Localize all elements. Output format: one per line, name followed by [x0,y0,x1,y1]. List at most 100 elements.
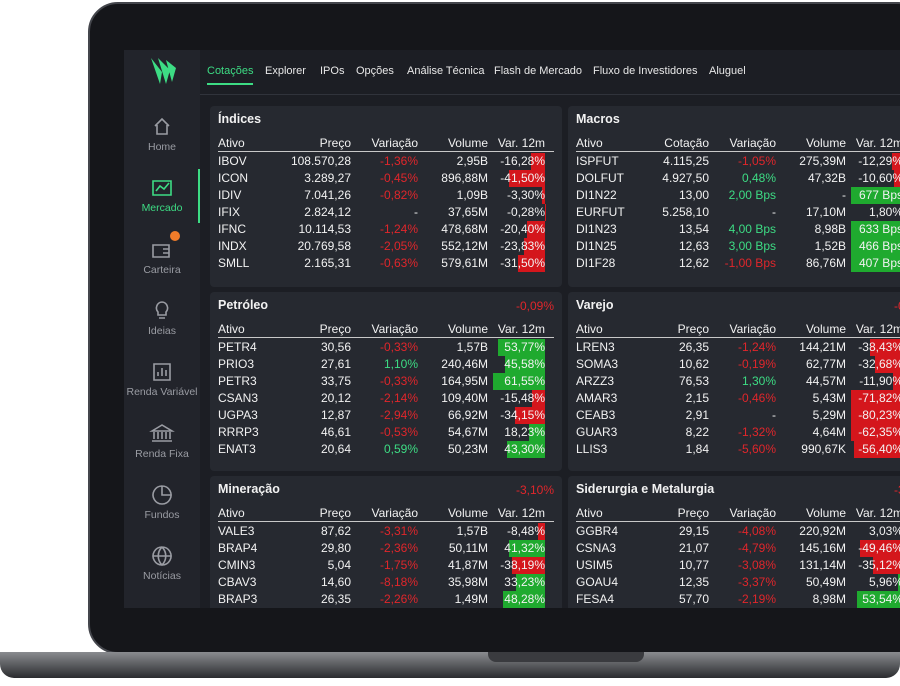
var-12m-bar [530,153,545,170]
top-nav-item[interactable]: Opções [356,65,394,77]
quote-cell: 2.824,12 [304,205,351,219]
quote-cell: -20,40% [500,222,545,236]
quote-cell: 4,64M [812,425,846,439]
ticker[interactable]: PETR4 [218,340,257,354]
quote-cell: 86,76M [805,256,846,270]
quote-cell: 633 Bps [858,222,900,236]
panel-title: Mineração [218,482,280,496]
ticker[interactable]: ARZZ3 [576,374,615,388]
ticker[interactable]: CSNA3 [576,541,617,555]
ticker[interactable]: LREN3 [576,340,615,354]
sidebar-item[interactable]: Notícias [143,570,181,583]
quote-cell: 29,80 [320,541,351,555]
ticker[interactable]: BRAP3 [218,592,258,606]
sidebar-item[interactable]: Carteira [143,263,181,276]
quote-cell: -38,43% [858,340,900,354]
ticker[interactable]: BRAP4 [218,541,258,555]
ticker[interactable]: EURFUT [576,205,625,219]
quote-cell: 62,77M [805,357,846,371]
ticker[interactable]: CBAV3 [218,575,257,589]
quote-cell: -2,14% [379,391,418,405]
quote-cell: 13,00 [678,188,709,202]
ticker[interactable]: GOAU4 [576,575,619,589]
quote-cell: -3,37% [737,575,776,589]
top-nav-item[interactable]: Análise Técnica [407,65,485,77]
sidebar-item[interactable]: Renda Variável [126,386,198,399]
ticker[interactable]: ISPFUT [576,154,619,168]
sidebar-icon [153,363,171,381]
quote-cell: -0,28% [506,205,545,219]
quote-cell: -35,12% [858,558,900,572]
top-nav-item[interactable]: Aluguel [709,65,746,77]
ticker[interactable]: LLIS3 [576,442,608,456]
var-12m-bar [515,407,545,424]
panel-title: Índices [218,112,262,126]
panel: Siderurgia e Metalurgia -3,57% Ativo Preço V… [568,476,900,608]
column-header: Variação [729,322,776,336]
quote-cell: 1,52B [814,239,846,253]
sidebar-item[interactable]: Home [147,141,176,153]
ticker[interactable]: CSAN3 [218,391,259,405]
quote-cell: 5,43M [812,391,846,405]
quote-cell: 41,32% [504,541,545,555]
ticker[interactable]: DI1N23 [576,222,617,236]
ticker[interactable]: IFIX [218,205,241,219]
top-nav-item[interactable]: Cotações [207,65,254,77]
ticker[interactable]: CMIN3 [218,558,256,572]
quote-cell: - [414,205,418,219]
column-header: Var. 12m [855,322,900,336]
ticker[interactable]: GUAR3 [576,425,618,439]
var-12m-bar [511,557,545,574]
ticker[interactable]: DI1N25 [576,239,617,253]
var-12m-bar [851,424,900,441]
sidebar-item[interactable]: Fundos [144,508,180,521]
ticker[interactable]: IDIV [218,188,242,202]
top-nav-item[interactable]: Flash de Mercado [494,65,583,77]
sidebar-item[interactable]: Ideias [147,324,177,337]
ticker[interactable]: INDX [218,239,247,253]
ticker[interactable]: UGPA3 [218,408,258,422]
quote-cell: 2,00 Bps [728,188,776,202]
header-rule [218,521,554,522]
quote-cell: 10,62 [678,357,709,371]
top-nav-item[interactable]: Explorer [265,65,306,77]
top-nav-item[interactable]: IPOs [320,65,345,77]
var-12m-bar [856,591,900,608]
quote-cell: 4,00 Bps [728,222,776,236]
ticker[interactable]: ICON [218,171,248,185]
ticker[interactable]: FESA4 [576,592,615,606]
quote-cell: 2,95B [456,154,488,168]
ticker[interactable]: GGBR4 [576,524,619,538]
quote-cell: 10,77 [678,558,709,572]
ticker[interactable]: IBOV [218,154,247,168]
ticker[interactable]: ENAT3 [218,442,256,456]
quote-cell: 48,28% [504,592,545,606]
ticker[interactable]: CEAB3 [576,408,616,422]
sidebar-icon [152,546,172,567]
ticker[interactable]: USIM5 [576,558,613,572]
ticker[interactable]: DI1F28 [576,256,616,270]
ticker[interactable]: SOMA3 [576,357,619,371]
sidebar-item[interactable]: Renda Fixa [135,447,189,460]
ticker[interactable]: IFNC [218,222,246,236]
quote-cell: -3,31% [379,524,418,538]
quote-cell: 54,67M [447,425,488,439]
panel-badge: -3,10% [515,483,554,497]
quote-cell: -11,90% [859,374,900,388]
var-12m-bar [869,339,900,356]
ticker[interactable]: RRRP3 [218,425,259,439]
ticker[interactable]: PRIO3 [218,357,255,371]
quote-cell: 53,54% [862,592,900,606]
var-12m-bar [529,424,545,441]
var-12m-bar [854,441,900,458]
ticker[interactable]: DOLFUT [576,171,624,185]
sidebar-item[interactable]: Mercado [141,202,183,215]
ticker[interactable]: SMLL [218,256,250,270]
quote-cell: 87,62 [320,524,351,538]
top-nav-item[interactable]: Fluxo de Investidores [593,65,698,77]
quote-cell: - [842,188,846,202]
ticker[interactable]: AMAR3 [576,391,618,405]
ticker[interactable]: PETR3 [218,374,257,388]
ticker[interactable]: DI1N22 [576,188,617,202]
ticker[interactable]: VALE3 [218,524,255,538]
